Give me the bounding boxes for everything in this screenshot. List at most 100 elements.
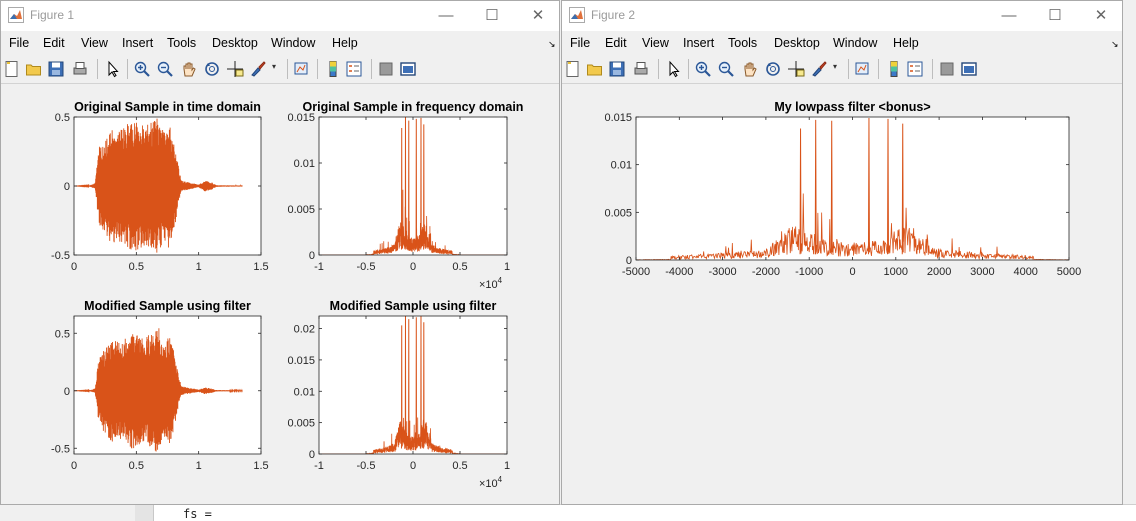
link-plot-icon[interactable]	[292, 60, 310, 78]
axes-title: Original Sample in frequency domain	[303, 100, 524, 114]
x-tick-label: 1	[196, 460, 202, 472]
zoom-in-icon[interactable]	[694, 60, 712, 78]
legend-icon[interactable]	[345, 60, 363, 78]
y-tick-label: 0.015	[604, 112, 632, 124]
figure-2-title: Figure 2	[591, 8, 635, 22]
menu-edit[interactable]: Edit	[43, 36, 65, 50]
menu-tools[interactable]: Tools	[167, 36, 196, 50]
minimize-button[interactable]: —	[986, 1, 1032, 31]
figure-1-window[interactable]: Figure 1 — ☐ ✕ File Edit View Insert Too…	[0, 0, 560, 505]
colorbar-icon[interactable]	[885, 60, 903, 78]
zoom-out-icon[interactable]	[717, 60, 735, 78]
menu-desktop[interactable]: Desktop	[212, 36, 258, 50]
menu-window[interactable]: Window	[271, 36, 315, 50]
y-tick-label: 0.01	[294, 158, 315, 170]
menu-file[interactable]: File	[9, 36, 29, 50]
link-plot-icon[interactable]	[853, 60, 871, 78]
rotate-3d-icon[interactable]	[203, 60, 221, 78]
save-icon[interactable]	[608, 60, 626, 78]
menu-insert[interactable]: Insert	[683, 36, 714, 50]
new-figure-icon[interactable]	[3, 60, 21, 78]
zoom-out-icon[interactable]	[156, 60, 174, 78]
menu-view[interactable]: View	[81, 36, 108, 50]
new-figure-icon[interactable]	[564, 60, 582, 78]
pointer-icon[interactable]	[665, 60, 683, 78]
show-plot-tools-icon[interactable]	[399, 60, 417, 78]
x-tick-label: 0	[410, 261, 416, 273]
axes-background	[319, 117, 507, 255]
dock-arrow-icon[interactable]: ↘	[1111, 39, 1119, 50]
menu-insert[interactable]: Insert	[122, 36, 153, 50]
pan-icon[interactable]	[741, 60, 759, 78]
save-icon[interactable]	[47, 60, 65, 78]
y-tick-label: 0.015	[287, 355, 315, 367]
close-button[interactable]: ✕	[515, 1, 560, 31]
figure-2-titlebar[interactable]: Figure 2 — ☐ ✕	[562, 1, 1122, 31]
spectral-peak	[868, 118, 869, 254]
print-icon[interactable]	[632, 60, 650, 78]
spectral-peak	[888, 119, 889, 254]
maximize-button[interactable]: ☐	[469, 1, 515, 31]
menu-help[interactable]: Help	[893, 36, 919, 50]
hide-plot-tools-icon[interactable]	[377, 60, 395, 78]
menu-view[interactable]: View	[642, 36, 669, 50]
y-tick-label: 0.02	[294, 324, 315, 336]
toolbar-separator	[371, 59, 372, 79]
close-button[interactable]: ✕	[1078, 1, 1123, 31]
x-tick-label: 0	[849, 266, 855, 278]
brush-dropdown-icon[interactable]: ▾	[833, 62, 837, 71]
rotate-3d-icon[interactable]	[764, 60, 782, 78]
pointer-icon[interactable]	[104, 60, 122, 78]
brush-dropdown-icon[interactable]: ▾	[272, 62, 276, 71]
menu-file[interactable]: File	[570, 36, 590, 50]
axes-title: Modified Sample using filter	[330, 299, 497, 313]
open-file-icon[interactable]	[25, 60, 43, 78]
toolbar-separator	[658, 59, 659, 79]
brush-icon[interactable]	[249, 60, 267, 78]
x-tick-label: 0.5	[129, 261, 144, 273]
figure-1-titlebar[interactable]: Figure 1 — ☐ ✕	[1, 1, 559, 31]
brush-icon[interactable]	[810, 60, 828, 78]
menu-window[interactable]: Window	[833, 36, 877, 50]
open-file-icon[interactable]	[586, 60, 604, 78]
y-tick-label: 0.005	[287, 418, 315, 430]
x-tick-label: -2000	[752, 266, 780, 278]
menu-edit[interactable]: Edit	[605, 36, 627, 50]
pan-icon[interactable]	[180, 60, 198, 78]
x-tick-label: -5000	[622, 266, 650, 278]
legend-icon[interactable]	[906, 60, 924, 78]
show-plot-tools-icon[interactable]	[960, 60, 978, 78]
hide-plot-tools-icon[interactable]	[938, 60, 956, 78]
menu-tools[interactable]: Tools	[728, 36, 757, 50]
x-tick-label: -1	[314, 261, 324, 273]
menu-help[interactable]: Help	[332, 36, 358, 50]
y-tick-label: 0	[309, 250, 315, 262]
y-tick-label: 0.005	[287, 204, 315, 216]
y-tick-label: 0.5	[55, 328, 70, 340]
x-tick-label: -0.5	[357, 460, 376, 472]
axes-background	[319, 316, 507, 454]
x-exponent-label: ×104	[479, 475, 503, 490]
spectral-peak	[831, 121, 832, 254]
zoom-in-icon[interactable]	[133, 60, 151, 78]
minimize-button[interactable]: —	[423, 1, 469, 31]
x-tick-label: 0.5	[129, 460, 144, 472]
print-icon[interactable]	[71, 60, 89, 78]
figure-1-toolbar: ▾	[1, 55, 559, 84]
data-cursor-icon[interactable]	[226, 60, 244, 78]
figure-2-window[interactable]: Figure 2 — ☐ ✕ File Edit View Insert Too…	[561, 0, 1123, 505]
colorbar-icon[interactable]	[324, 60, 342, 78]
menu-desktop[interactable]: Desktop	[774, 36, 820, 50]
x-tick-label: -3000	[709, 266, 737, 278]
data-cursor-icon[interactable]	[787, 60, 805, 78]
x-tick-label: 1.5	[253, 261, 268, 273]
maximize-button[interactable]: ☐	[1032, 1, 1078, 31]
dock-arrow-icon[interactable]: ↘	[548, 39, 556, 50]
